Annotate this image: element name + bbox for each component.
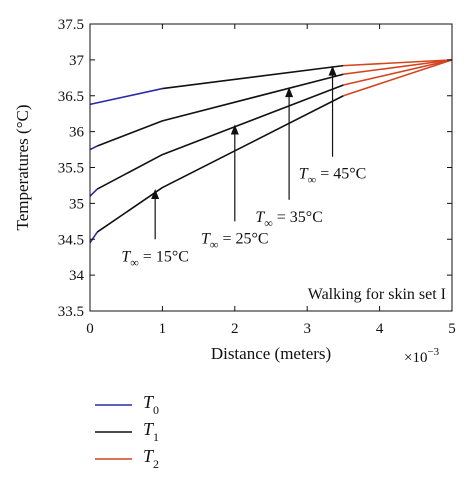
series-line-t0	[89, 231, 98, 244]
legend-label-sub: 0	[153, 403, 159, 417]
annotation-label: T∞ = 45°C	[299, 166, 367, 187]
annotation-label: T∞ = 15°C	[121, 248, 189, 269]
legend-label-t0: T0	[143, 392, 159, 417]
legend-label-base: T	[143, 392, 155, 412]
x-axis-exponent: ×10−3	[404, 346, 440, 366]
annotation-label-base: T	[121, 248, 131, 265]
annotation-label-base: T	[255, 209, 265, 226]
x-tick-label: 3	[303, 321, 311, 337]
annotations: T∞ = 15°CT∞ = 25°CT∞ = 35°CT∞ = 45°C	[121, 65, 367, 269]
y-tick-label: 36.5	[58, 89, 84, 105]
y-tick-label: 36	[69, 125, 85, 141]
series-line-t1	[162, 64, 344, 90]
y-axis-label: Temperatures (°C)	[13, 105, 32, 231]
series-line-t2	[343, 59, 453, 67]
y-tick-label: 37.5	[58, 17, 84, 33]
annotation-arrow-head	[151, 189, 160, 200]
series-line-t2	[343, 59, 453, 97]
y-tick-label: 37	[69, 53, 85, 69]
x-tick-label: 4	[376, 321, 384, 337]
x-exponent-base: ×10	[404, 350, 427, 366]
series-line-t1	[96, 84, 344, 190]
annotation-label-sub: ∞	[308, 173, 317, 187]
annotation-label-sub: ∞	[130, 255, 139, 269]
annotation-arrow-head	[285, 87, 294, 98]
annotation-label-rest: = 25°C	[218, 230, 268, 247]
annotation-label: T∞ = 25°C	[201, 230, 269, 251]
annotation-label: T∞ = 35°C	[255, 209, 323, 230]
annotation-arrow-head	[230, 124, 239, 135]
series-line-t0	[89, 87, 163, 106]
series-line-t1	[96, 95, 344, 233]
annotation-arrow-head	[328, 65, 337, 76]
y-tick-label: 35	[69, 196, 84, 212]
y-tick-label: 34.5	[58, 232, 84, 248]
annotation-label-sub: ∞	[264, 216, 273, 230]
legend-label-t1: T1	[143, 419, 159, 444]
annotation-label-sub: ∞	[210, 237, 219, 251]
legend-label-sub: 1	[153, 430, 159, 444]
series-line-t2	[343, 59, 453, 76]
series-lines	[89, 59, 453, 244]
series-line-t0	[89, 145, 98, 151]
y-tick-label: 34	[69, 268, 85, 284]
x-tick-label: 1	[159, 321, 167, 337]
x-tick-label: 2	[231, 321, 239, 337]
legend-label-sub: 2	[153, 457, 159, 471]
y-tick-label: 35.5	[58, 161, 84, 177]
series-line-t2	[343, 59, 453, 86]
series-line-t1	[96, 73, 344, 147]
in-plot-text: Walking for skin set I	[308, 286, 446, 303]
x-exponent-power: −3	[427, 346, 439, 358]
y-tick-label: 33.5	[58, 304, 84, 320]
legend-label-base: T	[143, 419, 155, 439]
annotation-label-rest: = 45°C	[316, 166, 366, 183]
x-tick-label: 5	[448, 321, 456, 337]
annotation-label-base: T	[201, 230, 211, 247]
legend-label-t2: T2	[143, 446, 159, 471]
annotation-label-rest: = 35°C	[273, 209, 323, 226]
legend-label-base: T	[143, 446, 155, 466]
annotation-label-base: T	[299, 166, 309, 183]
series-line-t0	[89, 188, 98, 197]
x-axis-label: Distance (meters)	[211, 344, 331, 363]
annotation-label-rest: = 15°C	[139, 248, 189, 265]
x-tick-label: 0	[86, 321, 94, 337]
